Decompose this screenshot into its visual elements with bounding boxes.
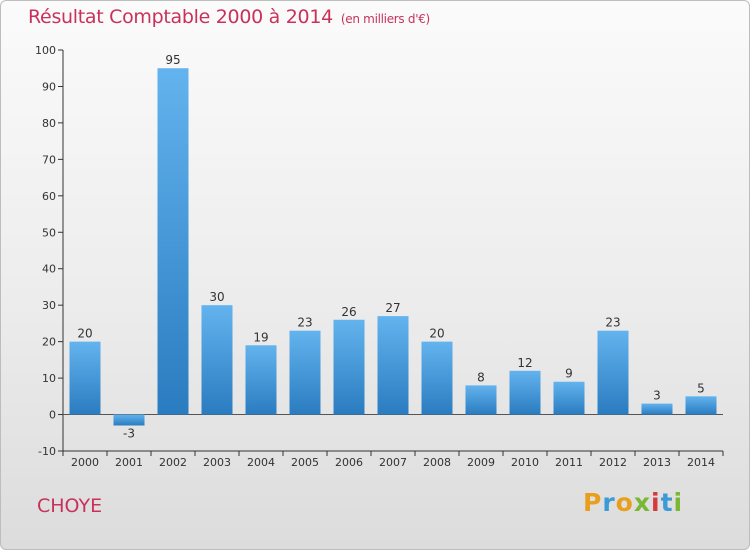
y-tick-label: 30	[42, 299, 56, 312]
chart-title-text: Résultat Comptable 2000 à 2014	[28, 6, 333, 28]
bar	[597, 330, 629, 415]
y-tick-label: 0	[49, 409, 56, 422]
logo-letter: P	[583, 488, 603, 517]
y-tick-label: 10	[42, 372, 56, 385]
data-label: 8	[477, 370, 485, 384]
bar	[69, 341, 101, 415]
proxiti-logo[interactable]: Proxiti	[583, 488, 683, 517]
bar	[333, 319, 365, 415]
bar	[685, 396, 717, 415]
commune-name: CHOYE	[37, 495, 103, 517]
y-tick-label: 80	[42, 117, 56, 130]
x-tick-label: 2003	[203, 456, 231, 469]
logo-letter: o	[615, 488, 634, 517]
data-label: 30	[209, 290, 224, 304]
data-label: 27	[385, 301, 400, 315]
data-label: 9	[565, 367, 573, 381]
chart-title: Résultat Comptable 2000 à 2014 (en millie…	[28, 6, 430, 28]
bar	[113, 414, 145, 426]
x-tick-label: 2013	[643, 456, 671, 469]
y-tick-label: 90	[42, 80, 56, 93]
y-tick-label: 60	[42, 190, 56, 203]
y-tick-label: 40	[42, 263, 56, 276]
logo-letter: x	[633, 488, 651, 517]
y-tick-label: -10	[38, 445, 56, 458]
data-label: 20	[77, 327, 92, 341]
x-tick-label: 2004	[247, 456, 275, 469]
data-label: 5	[697, 381, 705, 395]
bar	[553, 381, 585, 415]
x-tick-label: 2006	[335, 456, 363, 469]
x-tick-label: 2012	[599, 456, 627, 469]
x-tick-label: 2014	[687, 456, 715, 469]
bar	[641, 403, 673, 415]
y-tick-label: 20	[42, 336, 56, 349]
x-tick-label: 2001	[115, 456, 143, 469]
data-label: 26	[341, 305, 356, 319]
data-label: -3	[123, 426, 135, 440]
chart-data-labels: 20 -3 95 30 19 23 26 27 20 8 12 9 23 3 5	[77, 53, 704, 440]
data-label: 20	[429, 327, 444, 341]
y-tick-label: 100	[35, 44, 56, 57]
x-tick-label: 2007	[379, 456, 407, 469]
data-label: 19	[253, 330, 268, 344]
y-tick-label: 50	[42, 226, 56, 239]
bar	[201, 305, 233, 415]
data-label: 23	[605, 316, 620, 330]
bar	[157, 68, 189, 415]
logo-letter: i	[651, 488, 661, 517]
x-tick-label: 2005	[291, 456, 319, 469]
bar	[509, 370, 541, 415]
bar	[465, 385, 497, 415]
logo-letter: r	[602, 488, 616, 517]
bar	[245, 345, 277, 415]
logo-letter: i	[673, 488, 684, 517]
x-tick-label: 2010	[511, 456, 539, 469]
x-tick-label: 2009	[467, 456, 495, 469]
x-tick-label: 2011	[555, 456, 583, 469]
y-tick-label: 70	[42, 153, 56, 166]
data-label: 23	[297, 316, 312, 330]
data-label: 3	[653, 389, 661, 403]
x-tick-label: 2000	[71, 456, 99, 469]
chart-subtitle: (en milliers d'€)	[340, 12, 430, 26]
bar	[421, 341, 453, 415]
data-label: 95	[165, 53, 180, 67]
bar	[377, 316, 409, 415]
x-tick-label: 2008	[423, 456, 451, 469]
x-tick-label: 2002	[159, 456, 187, 469]
bar	[289, 330, 321, 415]
logo-letter: t	[660, 488, 674, 517]
data-label: 12	[517, 356, 532, 370]
chart-bars	[69, 68, 717, 426]
